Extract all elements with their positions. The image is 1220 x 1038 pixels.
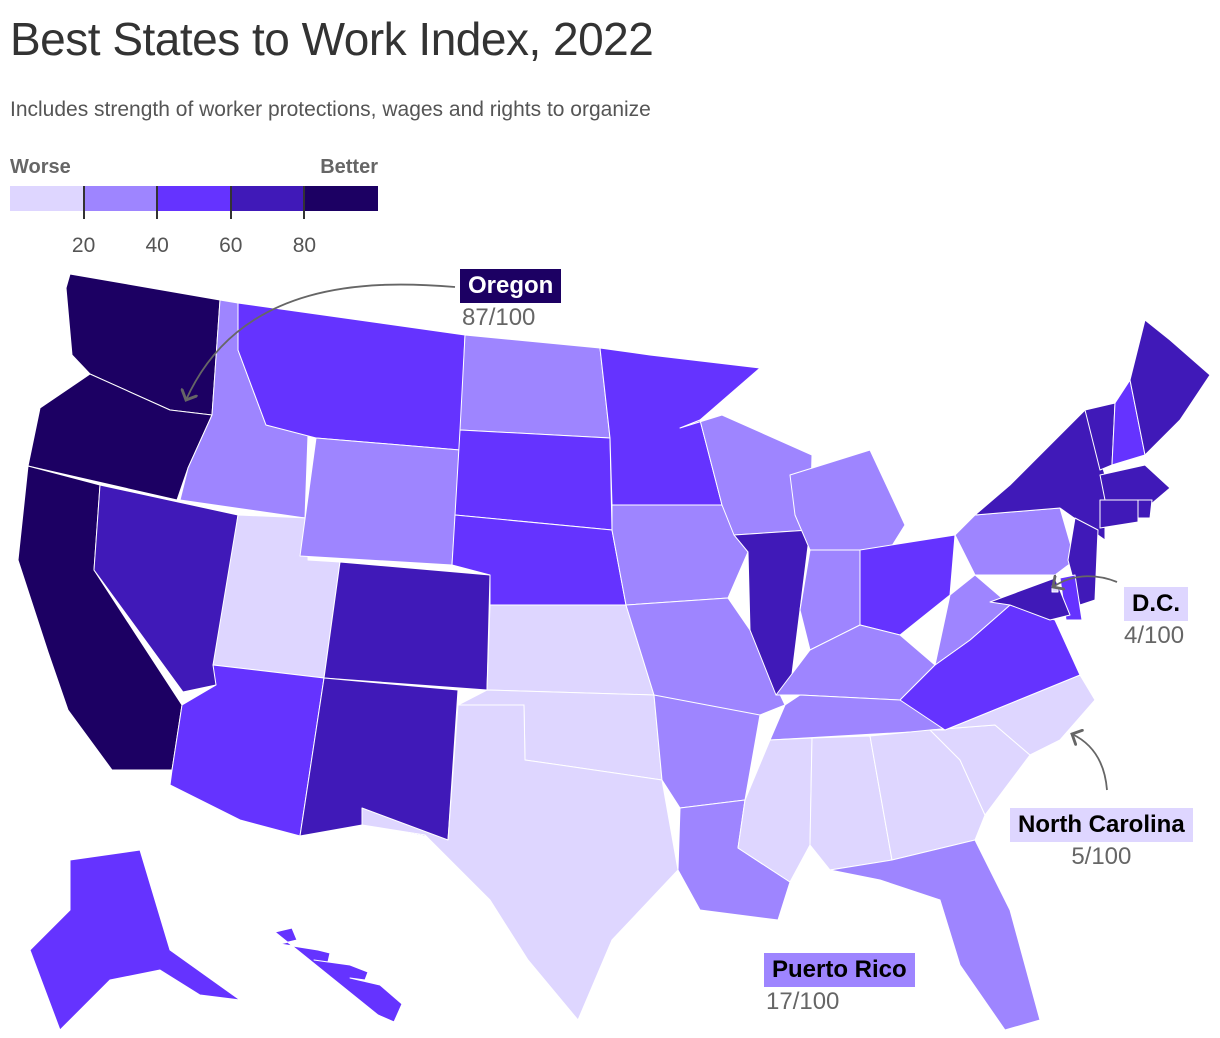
states-layer <box>17 273 1211 1031</box>
state-ak <box>29 849 241 1031</box>
state-fl <box>829 839 1041 1031</box>
state-pa <box>954 507 1076 576</box>
callout-puerto-rico: Puerto Rico 17/100 <box>764 953 915 1017</box>
state-sd <box>454 429 613 531</box>
state-or <box>27 373 213 501</box>
state-nd <box>459 334 611 439</box>
callout-dc-name: D.C. <box>1124 587 1188 621</box>
legend-swatch-4 <box>304 186 378 211</box>
callout-puerto-rico-name: Puerto Rico <box>764 953 915 987</box>
state-wy <box>299 437 461 566</box>
legend-tick-label-80: 80 <box>292 234 317 257</box>
callout-puerto-rico-score: 17/100 <box>766 988 840 1015</box>
legend-swatch-3 <box>230 186 305 211</box>
state-hi <box>274 927 403 1023</box>
callout-north-carolina-name: North Carolina <box>1010 808 1193 842</box>
state-nc <box>929 674 1096 756</box>
legend-tick-label-60: 60 <box>219 234 243 257</box>
color-legend: Worse Better 20 40 60 80 <box>10 156 380 266</box>
state-ar <box>653 694 761 809</box>
callout-oregon-score: 87/100 <box>462 304 536 331</box>
state-nv <box>93 484 239 693</box>
state-dc <box>1051 585 1059 593</box>
legend-tick-60 <box>229 186 232 219</box>
callout-dc: D.C. 4/100 <box>1124 587 1188 651</box>
state-co <box>323 561 491 691</box>
legend-color-bar <box>10 186 378 211</box>
north-carolina-arrow <box>1072 734 1108 791</box>
legend-low-label: Worse <box>10 156 71 178</box>
state-me <box>1129 319 1211 456</box>
state-oh <box>859 534 956 636</box>
legend-tick-20 <box>82 186 85 219</box>
legend-high-label: Better <box>320 156 378 178</box>
callout-oregon: Oregon 87/100 <box>460 269 562 333</box>
state-ma <box>1099 464 1171 506</box>
legend-tick-80 <box>303 186 306 219</box>
callout-dc-score: 4/100 <box>1124 622 1185 649</box>
chart-subtitle: Includes strength of worker protections,… <box>10 98 651 121</box>
state-ri <box>1137 499 1153 519</box>
state-wv <box>934 574 1011 666</box>
state-ks <box>486 604 655 696</box>
state-nm <box>299 677 459 841</box>
legend-tick-40 <box>156 186 159 219</box>
legend-swatch-0 <box>10 186 84 211</box>
legend-swatch-1 <box>83 186 158 211</box>
legend-tick-label-20: 20 <box>71 234 96 257</box>
state-az <box>169 664 325 837</box>
state-tx <box>361 704 679 1021</box>
legend-swatch-2 <box>157 186 231 211</box>
callout-oregon-name: Oregon <box>460 269 562 303</box>
state-md <box>989 577 1071 621</box>
oregon-arrow <box>186 283 456 400</box>
state-ct <box>1099 499 1139 529</box>
annotation-arrows <box>186 283 1118 791</box>
callout-north-carolina-score: 5/100 <box>1071 843 1132 870</box>
chart-title: Best States to Work Index, 2022 <box>10 13 654 65</box>
dc-arrow <box>1053 576 1118 587</box>
us-choropleth-map <box>17 273 1211 1031</box>
callout-north-carolina: North Carolina 5/100 <box>1010 808 1193 872</box>
legend-tick-label-40: 40 <box>145 234 169 257</box>
